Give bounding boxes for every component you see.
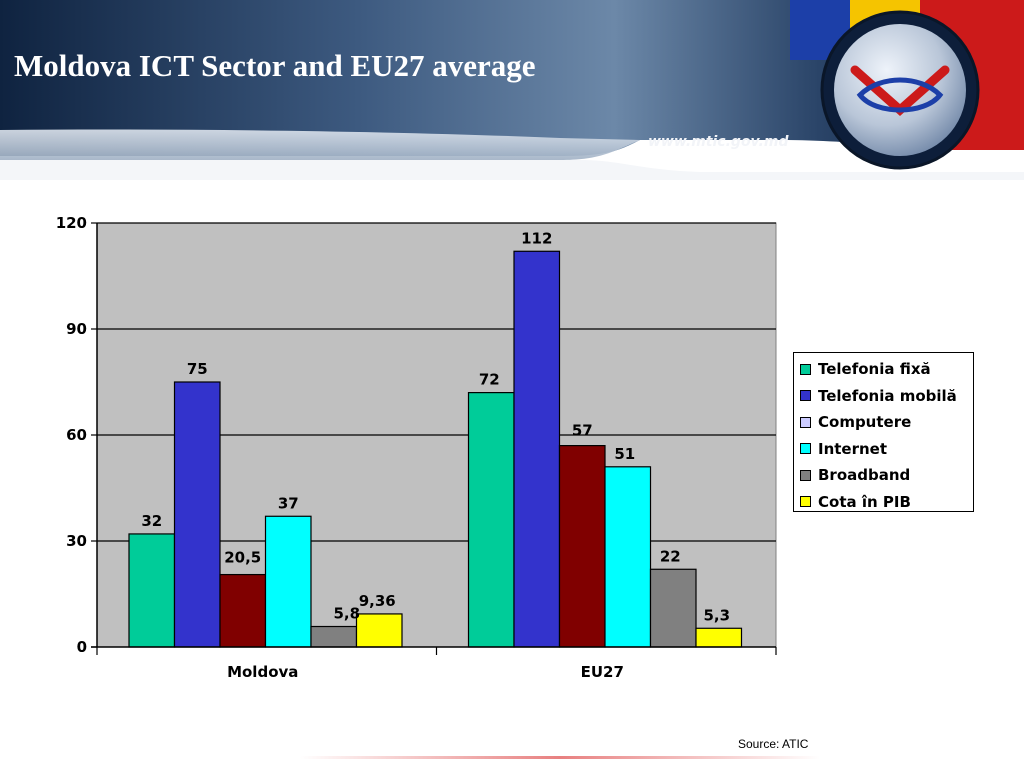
y-tick-label: 120 [56,214,87,232]
data-label: 51 [614,445,635,463]
data-label: 5,3 [703,606,730,624]
x-tick-label: EU27 [581,663,624,681]
legend-item: Telefonia mobilă [800,385,957,407]
legend-item: Broadband [800,464,910,486]
legend-item: Internet [800,438,887,460]
legend-label: Broadband [818,466,911,484]
legend-label: Telefonia fixă [818,360,931,378]
data-label: 57 [572,422,593,440]
bar [558,445,606,648]
bar [513,250,561,648]
data-label: 32 [141,512,162,530]
legend-label: Internet [818,439,888,458]
legend-label: Cota în PIB [818,492,911,511]
legend-swatch [800,469,811,481]
data-label: 75 [187,360,208,378]
data-label: 72 [479,371,500,389]
data-label: 37 [278,494,299,512]
bar [173,381,221,648]
bar [264,515,312,648]
legend-swatch [800,363,811,375]
bar [649,568,697,648]
value-labels: 32 75 20,5 37 5,89,36 72 112 57 51 22 5,3 [141,229,730,624]
legend-swatch [800,496,811,507]
legend-label: Telefonia mobilă [818,386,957,405]
data-label: 22 [660,547,681,565]
source-note: Source: ATIC [738,737,809,751]
y-tick-label: 0 [77,638,87,656]
header-banner [0,0,1024,180]
bar [604,466,652,648]
data-label: 9,36 [359,592,396,610]
x-ticks: Moldova EU27 [96,647,777,681]
bar [310,625,358,648]
legend-label: Computere [818,413,912,431]
legend-item: Computere [800,411,911,433]
legend: Telefonia fixă Telefonia mobilă Computere I… [793,352,974,512]
bar [219,573,267,648]
legend-swatch [800,390,811,401]
footer-line [300,756,820,759]
y-tick-label: 90 [66,320,87,338]
data-label: 20,5 [224,549,261,567]
bar [695,627,743,648]
bar [355,613,403,648]
legend-swatch [800,443,811,454]
bar [128,533,176,648]
bars [128,250,743,648]
y-tick-label: 30 [66,532,87,550]
legend-item: Cota în PIB [800,491,911,513]
y-ticks: 0 30 60 90 120 [56,214,97,656]
website-url[interactable]: www.mtic.gov.md [648,134,789,150]
bar [467,392,515,648]
legend-swatch [800,416,811,428]
legend-item: Telefonia fixă [800,358,931,380]
y-tick-label: 60 [66,426,87,444]
slide-title: Moldova ICT Sector and EU27 average [14,48,536,83]
data-label: 112 [521,229,552,247]
x-tick-label: Moldova [227,663,298,681]
data-label: 5,8 [333,605,360,623]
